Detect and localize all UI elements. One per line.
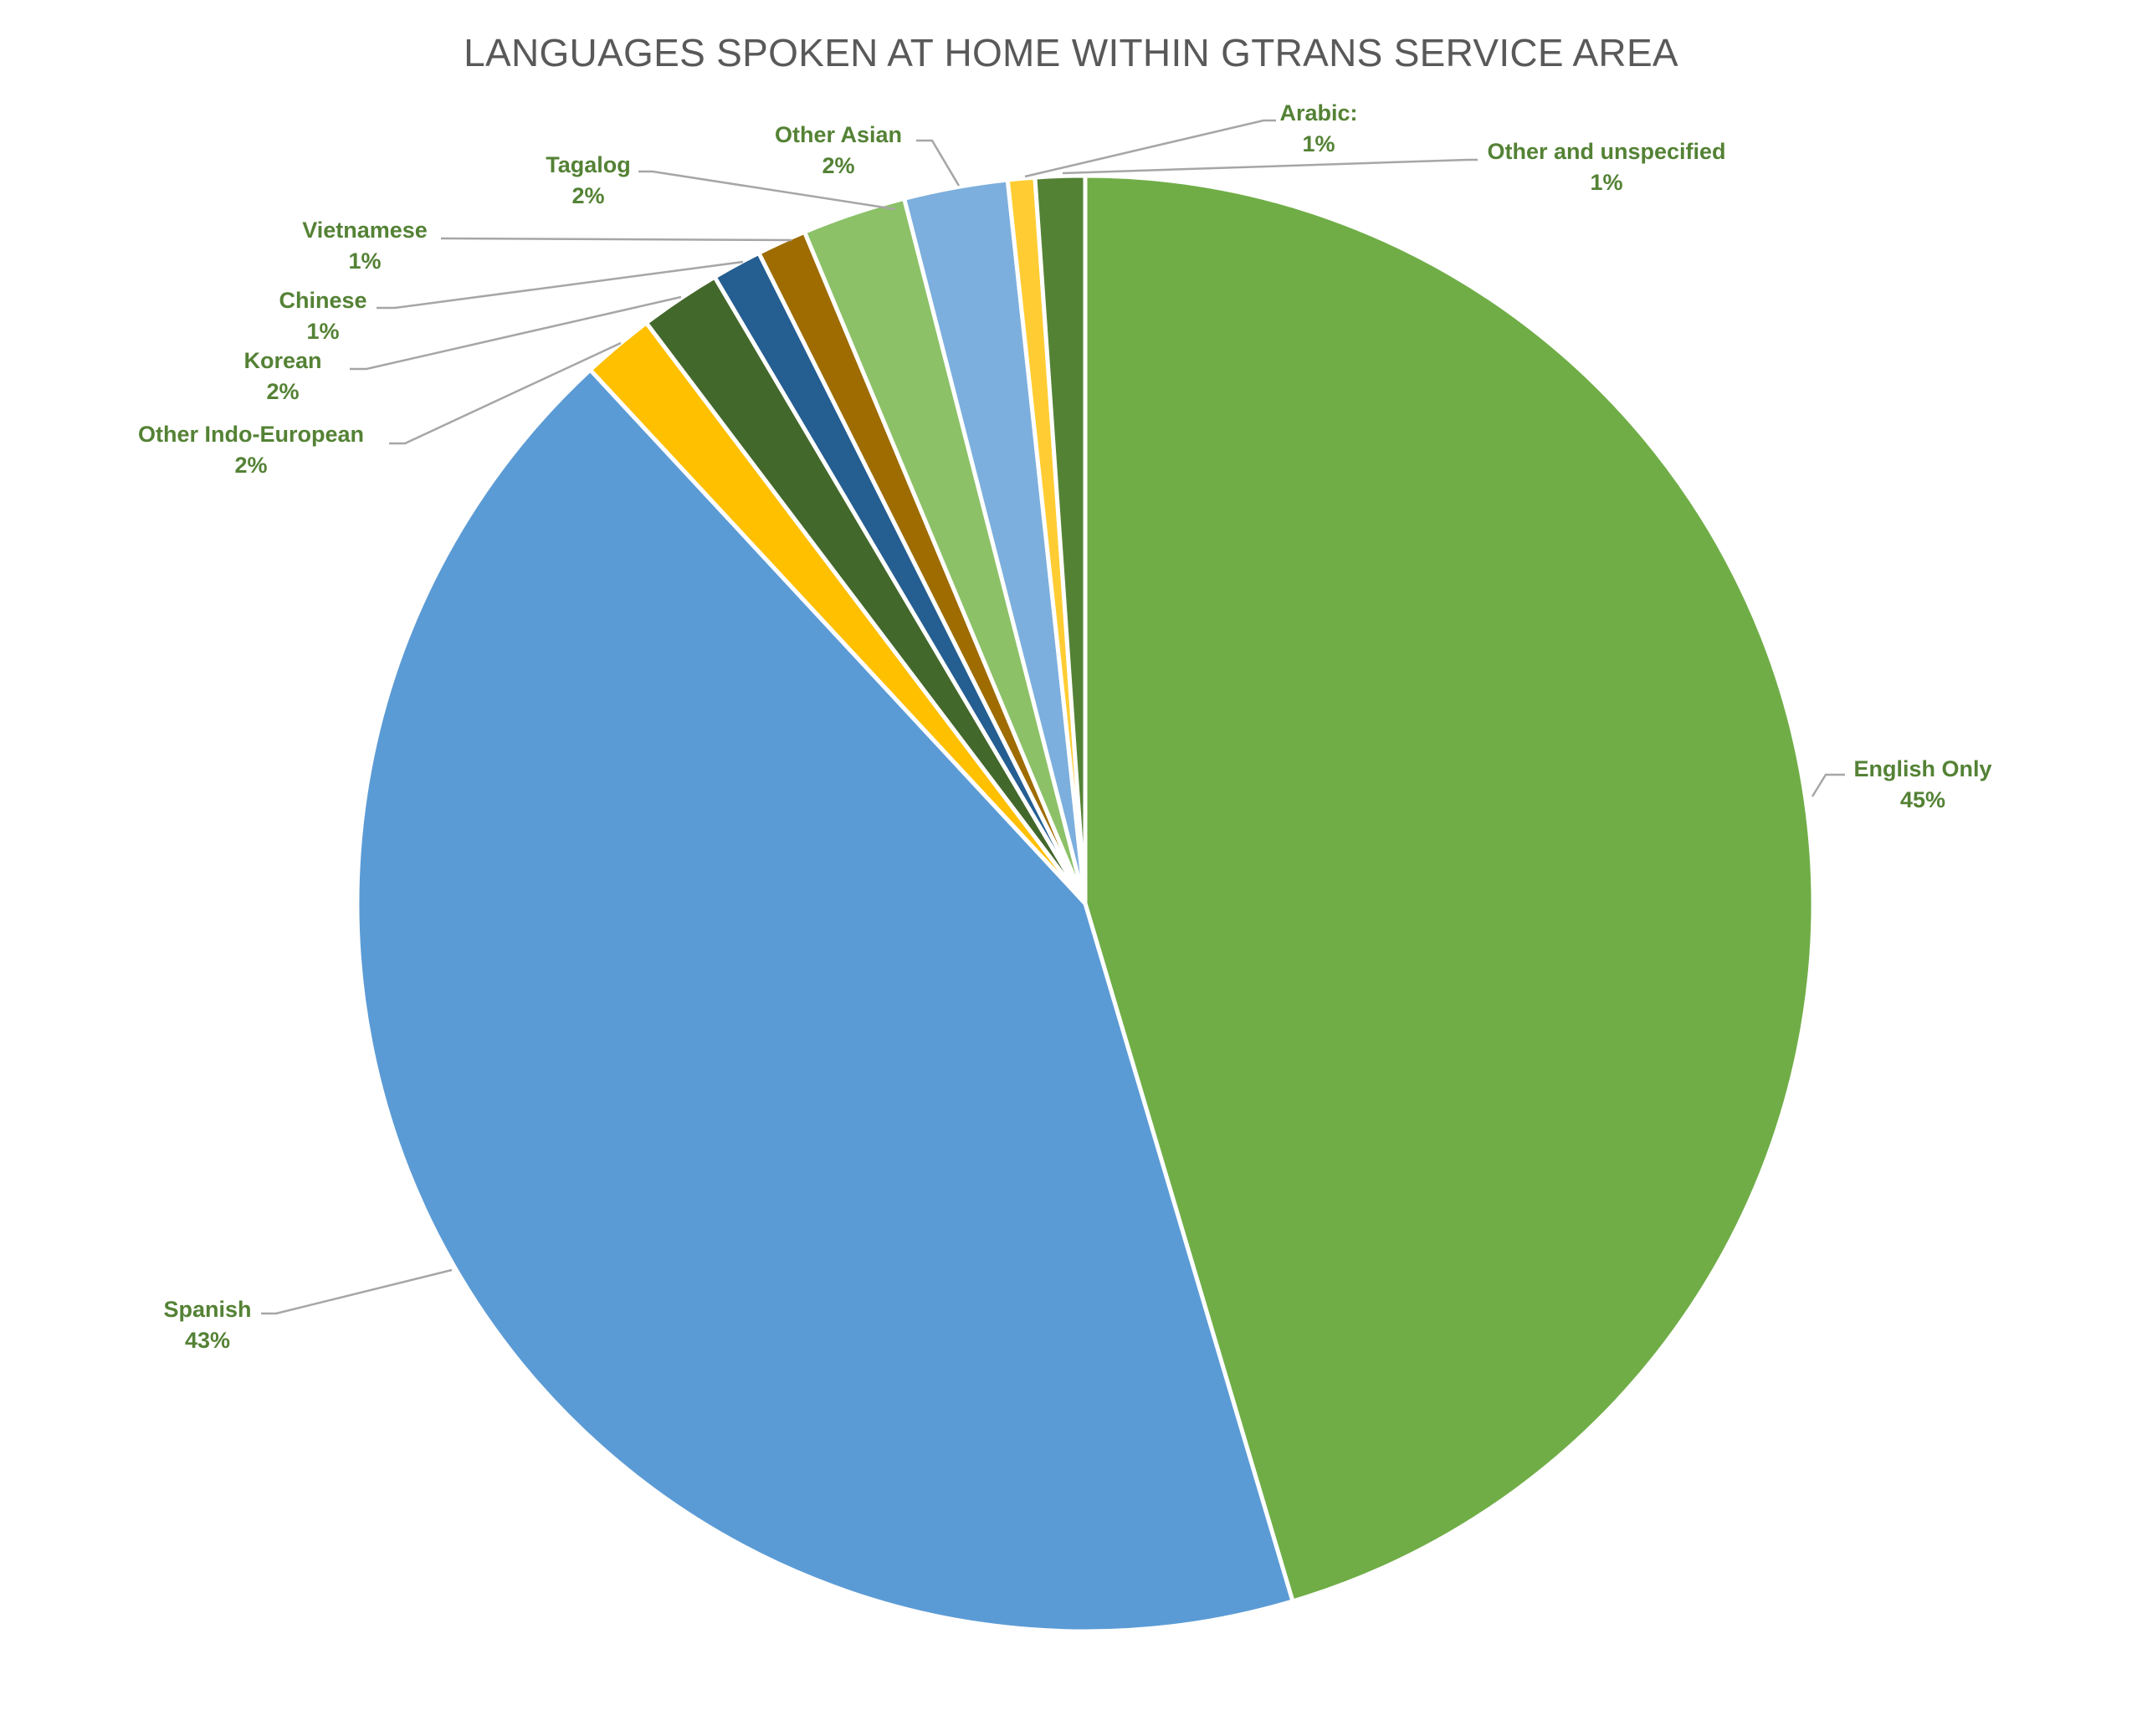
- data-percent-spanish: 43%: [185, 1328, 230, 1353]
- data-percent-other-and-unspecified: 1%: [1590, 170, 1622, 195]
- data-percent-other-indo-european: 2%: [234, 453, 267, 478]
- data-label-tagalog: Tagalog: [546, 152, 631, 177]
- data-label-chinese: Chinese: [279, 288, 366, 313]
- data-percent-korean: 2%: [266, 379, 299, 404]
- leader-line-chinese: [377, 260, 744, 310]
- leader-line-arabic: [1024, 119, 1276, 178]
- data-label-other-asian: Other Asian: [775, 122, 902, 147]
- chart-title: LANGUAGES SPOKEN AT HOME WITHIN GTRANS S…: [464, 31, 1678, 74]
- data-label-korean: Korean: [243, 348, 321, 373]
- data-percent-vietnamese: 1%: [348, 248, 381, 274]
- pie-slice-spanish: [355, 367, 1295, 1634]
- data-percent-chinese: 1%: [306, 319, 339, 344]
- leader-line-spanish: [261, 1268, 453, 1315]
- data-label-other-indo-european: Other Indo-European: [138, 422, 364, 447]
- leader-line-other-indo-european: [389, 341, 622, 445]
- leader-line-other-and-unspecified: [1062, 158, 1478, 175]
- leader-line-english-only: [1811, 773, 1845, 797]
- data-label-other-and-unspecified: Other and unspecified: [1487, 139, 1725, 164]
- data-percent-other-asian: 2%: [822, 153, 854, 178]
- leader-line-other-asian: [916, 139, 961, 187]
- data-label-vietnamese: Vietnamese: [302, 218, 428, 243]
- data-label-english-only: English Only: [1853, 756, 1991, 781]
- data-percent-tagalog: 2%: [571, 183, 604, 208]
- data-percent-english-only: 45%: [1900, 787, 1945, 812]
- data-label-arabic: Arabic:: [1279, 100, 1357, 125]
- leader-line-tagalog: [638, 170, 896, 211]
- data-percent-arabic: 1%: [1302, 131, 1335, 156]
- data-label-spanish: Spanish: [163, 1297, 251, 1322]
- pie-slice-english-only: [1083, 173, 1816, 1604]
- leader-line-korean: [350, 295, 682, 371]
- leader-line-vietnamese: [441, 237, 792, 242]
- pie-slice-other-and-unspecified: [1033, 173, 1088, 906]
